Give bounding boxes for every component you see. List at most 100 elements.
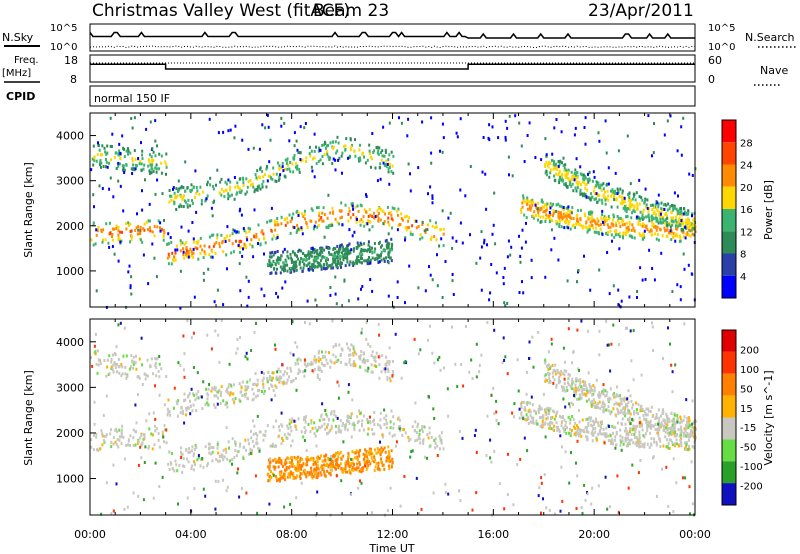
range-gate-cell [673,204,676,208]
range-gate-cell [553,378,556,382]
range-gate-cell [344,203,347,207]
range-gate-cell [449,211,452,215]
range-gate-cell [397,213,399,217]
range-gate-cell [442,227,445,231]
range-gate-cell [487,136,490,140]
range-gate-cell [285,260,288,264]
range-gate-cell [129,365,132,369]
range-gate-cell [134,167,137,171]
range-gate-cell [616,407,619,411]
range-gate-cell [295,466,298,470]
range-gate-cell [373,418,376,422]
range-gate-cell [369,155,372,159]
range-gate-cell [595,192,598,196]
range-gate-cell [356,241,359,245]
range-gate-cell [231,242,234,246]
range-gate-cell [195,392,198,396]
range-gate-cell [332,266,335,270]
range-gate-cell [316,376,319,380]
range-gate-cell [187,450,190,454]
range-gate-cell [598,329,601,333]
range-gate-cell [569,434,572,438]
range-gate-cell [595,420,598,424]
range-gate-cell [576,176,579,180]
range-gate-cell [190,183,193,187]
range-gate-cell [639,210,642,214]
range-gate-cell [546,202,549,206]
range-gate-cell [218,455,221,458]
range-gate-cell [225,188,228,192]
range-gate-cell [684,446,687,450]
range-gate-cell [279,271,282,275]
range-gate-cell [244,192,247,196]
range-gate-cell [639,233,642,237]
range-gate-cell [388,376,391,380]
range-gate-cell [310,360,313,364]
range-gate-cell [255,321,257,325]
range-gate-cell [129,443,131,447]
range-gate-cell [377,261,380,264]
range-gate-cell [335,431,338,435]
range-gate-cell [268,467,271,471]
range-gate-cell [587,216,589,220]
range-gate-cell [630,216,633,220]
range-gate-cell [281,165,284,169]
nsearch-tick-bottom: 10^0 [708,42,735,53]
range-gate-cell [337,426,340,430]
range-gate-cell [99,160,102,164]
range-gate-cell [286,424,289,428]
range-gate-cell [518,416,521,420]
range-gate-cell [537,494,540,498]
range-gate-cell [603,441,606,445]
range-gate-cell [212,184,215,188]
range-gate-cell [310,254,313,258]
range-gate-cell [92,193,95,197]
range-gate-cell [278,460,281,464]
range-gate-cell [391,460,394,464]
range-gate-cell [588,224,591,228]
range-gate-cell [332,465,335,469]
range-gate-cell [566,388,569,392]
range-gate-cell [599,227,602,231]
range-gate-cell [507,239,510,243]
range-gate-cell [601,432,603,436]
range-gate-cell [127,443,129,447]
range-gate-cell [557,213,560,217]
range-gate-cell [313,355,316,359]
range-gate-cell [427,223,430,227]
range-gate-cell [679,421,681,425]
range-gate-cell [247,180,250,184]
range-gate-cell [558,430,561,433]
range-gate-cell [278,380,281,384]
range-gate-cell [354,451,357,455]
range-gate-cell [309,267,312,271]
range-gate-cell [353,149,356,153]
range-gate-cell [182,186,185,190]
range-gate-cell [148,153,151,157]
range-gate-cell [633,204,636,208]
range-gate-cell [275,258,278,262]
range-gate-cell [336,451,339,455]
range-gate-cell [387,167,390,171]
range-gate-cell [333,260,336,264]
range-gate-cell [326,216,329,220]
range-gate-cell [148,226,151,230]
range-gate-cell [577,269,580,272]
range-gate-cell [186,203,189,207]
range-gate-cell [130,292,133,296]
range-gate-cell [324,142,327,145]
range-gate-cell [350,468,353,472]
range-gate-cell [94,350,97,354]
range-gate-cell [313,461,316,465]
range-gate-cell [436,284,439,288]
range-gate-cell [287,472,290,476]
range-gate-cell [306,253,309,257]
range-gate-cell [637,220,640,224]
range-gate-cell [565,420,568,424]
range-gate-cell [313,156,316,160]
range-gate-cell [161,430,164,434]
range-gate-cell [584,183,587,186]
range-gate-cell [622,201,625,205]
range-gate-cell [332,146,334,150]
range-gate-cell [442,244,445,248]
